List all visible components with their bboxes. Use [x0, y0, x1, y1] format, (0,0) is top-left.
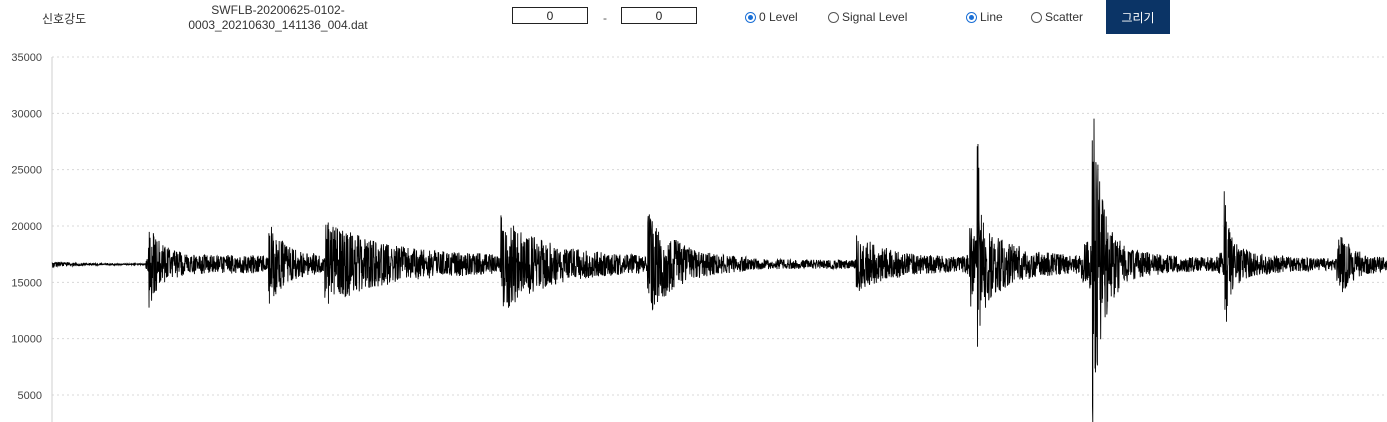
toolbar: 신호강도 SWFLB-20200625-0102- 0003_20210630_…	[0, 0, 1387, 42]
draw-button[interactable]: 그리기	[1106, 0, 1170, 34]
range-separator: -	[603, 11, 607, 25]
y-tick-label: 5000	[18, 390, 42, 402]
radio-scatter-dot[interactable]	[1031, 11, 1042, 23]
y-tick-label: 15000	[11, 277, 42, 289]
radio-signal-level[interactable]: Signal Level	[828, 10, 907, 24]
y-tick-label: 30000	[11, 108, 42, 120]
signal-line	[51, 118, 1387, 422]
y-tick-label: 35000	[11, 52, 42, 64]
radio-zero-level-dot[interactable]	[745, 11, 756, 23]
radio-scatter[interactable]: Scatter	[1031, 10, 1083, 24]
filename-line-1: SWFLB-20200625-0102-	[211, 3, 345, 17]
radio-line-dot[interactable]	[966, 11, 977, 23]
range-start-input[interactable]	[512, 7, 588, 24]
radio-line[interactable]: Line	[966, 10, 1003, 24]
y-axis-ticks: 35000 30000 25000 20000 15000 10000 5000	[11, 52, 42, 402]
range-end-input[interactable]	[621, 7, 697, 24]
radio-zero-level[interactable]: 0 Level	[745, 10, 798, 24]
filename-line-2: 0003_20210630_141136_004.dat	[188, 18, 368, 32]
chart-grid	[52, 56, 1387, 396]
y-tick-label: 20000	[11, 221, 42, 233]
radio-zero-level-label: 0 Level	[759, 10, 798, 24]
filename-label: SWFLB-20200625-0102- 0003_20210630_14113…	[180, 3, 376, 33]
radio-signal-level-label: Signal Level	[842, 10, 908, 24]
radio-signal-level-dot[interactable]	[828, 11, 839, 23]
radio-scatter-label: Scatter	[1045, 10, 1084, 24]
chart-title: 신호강도	[42, 12, 87, 26]
y-tick-label: 10000	[11, 334, 42, 346]
radio-line-label: Line	[980, 10, 1003, 24]
y-tick-label: 25000	[11, 165, 42, 177]
